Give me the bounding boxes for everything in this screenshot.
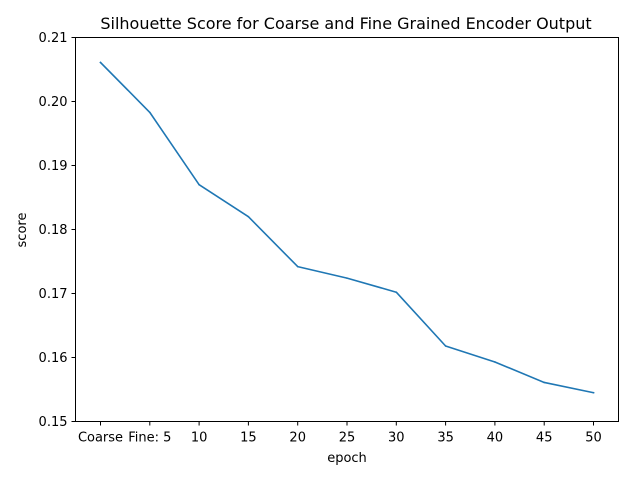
y-tick-label: 0.16 (39, 351, 68, 366)
data-point (346, 277, 348, 279)
data-point (149, 111, 151, 114)
x-tick-label: Fine: 5 (128, 431, 171, 446)
data-point (296, 265, 299, 268)
data-point (543, 381, 545, 384)
y-tick-label: 0.17 (39, 287, 68, 302)
series-layer (99, 61, 595, 394)
data-point (444, 345, 447, 347)
y-tick-label: 0.21 (39, 31, 68, 46)
x-tick-label: 30 (388, 431, 405, 446)
y-tick-label: 0.19 (39, 159, 68, 174)
x-tick-label: 15 (240, 431, 257, 446)
x-tick-label: 25 (339, 431, 356, 446)
x-tick-label: 20 (289, 431, 306, 446)
y-axis-label: score (15, 213, 30, 248)
plot-area (75, 37, 619, 422)
y-tick-label: 0.15 (39, 415, 68, 430)
y-axis: 0.15 0.16 0.17 0.18 0.19 0.20 0.21 (39, 31, 76, 430)
x-tick-label: 50 (585, 431, 602, 446)
x-tick-label: 10 (191, 431, 208, 446)
data-point (494, 361, 496, 363)
data-point (247, 215, 250, 218)
series-line (99, 61, 595, 394)
x-tick-label: 45 (536, 431, 553, 446)
x-tick-label: 40 (487, 431, 504, 446)
x-axis: Coarse Fine: 5 10 15 20 25 30 35 40 45 50 (78, 421, 602, 446)
y-tick-label: 0.18 (39, 223, 68, 238)
data-point (198, 183, 200, 186)
data-point (395, 291, 398, 294)
x-axis-label: epoch (327, 451, 367, 466)
plot-frame (75, 37, 619, 422)
data-point (99, 61, 102, 64)
x-tick-label: 35 (437, 431, 454, 446)
data-point (592, 391, 595, 394)
y-tick-label: 0.20 (39, 95, 68, 110)
chart-title: Silhouette Score for Coarse and Fine Gra… (100, 14, 591, 33)
x-tick-label: Coarse (78, 431, 123, 446)
